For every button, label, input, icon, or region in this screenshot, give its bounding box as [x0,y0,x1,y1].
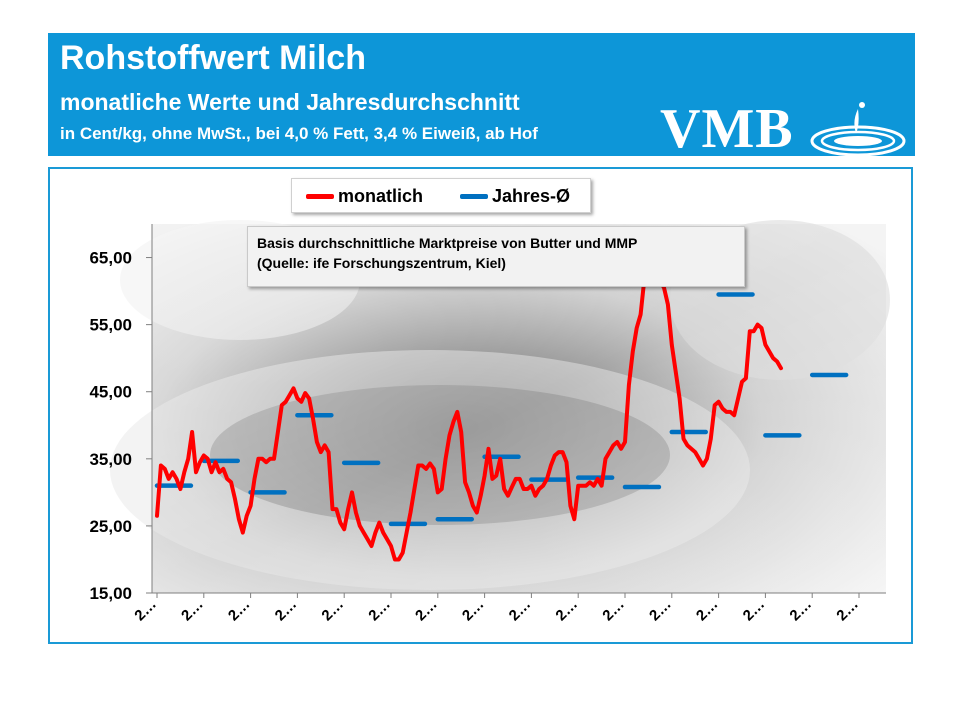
x-tick-label: 2… [365,596,394,625]
y-tick-label: 65,00 [89,249,132,268]
x-tick-label: 2… [740,596,769,625]
legend-label-monatlich: monatlich [338,185,424,206]
x-tick-label: 2… [646,596,675,625]
legend-swatch-jahres [460,193,488,199]
x-tick-label: 2… [319,596,348,625]
x-tick-label: 2… [553,596,582,625]
axes [151,224,886,594]
y-tick-label: 15,00 [89,584,132,603]
x-tick-label: 2… [599,596,628,625]
title-banner: Rohstoffwert Milch monatliche Werte und … [48,33,915,160]
legend-label-jahres: Jahres-Ø [492,185,571,206]
x-tick-label: 2… [131,596,160,625]
legend: monatlich Jahres-Ø [291,178,591,213]
y-tick-label: 55,00 [89,316,132,335]
x-tick-label: 2… [225,596,254,625]
x-axis-ticks: 2… 2… 2… 2… 2… 2… 2… 2… 2… 2… 2… 2… 2… 2… 2… 2… [131,593,862,624]
legend-swatch-monatlich [306,193,334,199]
logo-text: VMB [660,98,794,160]
legend-item-monatlich: monatlich [306,184,423,208]
legend-item-jahres: Jahres-Ø [460,184,570,208]
vmb-logo: VMB [660,98,910,160]
monthly-line [155,272,783,562]
x-tick-label: 2… [787,596,816,625]
series-monatlich [155,272,783,562]
y-axis-ticks: 15,00 25,00 35,00 45,00 55,00 65,00 [89,249,152,603]
x-tick-label: 2… [693,596,722,625]
milk-drop-icon [810,102,906,157]
source-note: Basis durchschnittliche Marktpreise von … [247,226,745,287]
source-note-line2: (Quelle: ife Forschungszentrum, Kiel) [257,255,506,271]
x-tick-label: 2… [272,596,301,625]
source-note-line1: Basis durchschnittliche Marktpreise von … [257,235,638,251]
x-tick-label: 2… [412,596,441,625]
x-tick-label: 2… [506,596,535,625]
x-tick-label: 2… [459,596,488,625]
x-tick-label: 2… [833,596,862,625]
y-tick-label: 35,00 [89,450,132,469]
y-tick-label: 25,00 [89,517,132,536]
page-title: Rohstoffwert Milch [60,39,366,77]
x-tick-label: 2… [178,596,207,625]
page-subtitle: monatliche Werte und Jahresdurchschnitt [60,89,520,115]
y-tick-label: 45,00 [89,383,132,402]
page-unit-note: in Cent/kg, ohne MwSt., bei 4,0 % Fett, … [60,124,538,143]
